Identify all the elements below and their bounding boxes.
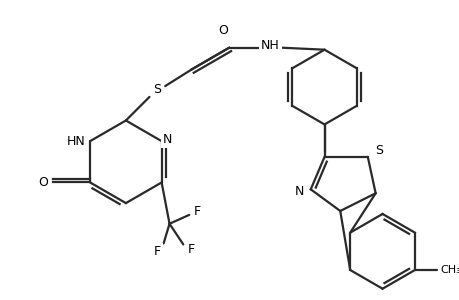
- Text: N: N: [162, 133, 172, 146]
- Text: S: S: [153, 82, 161, 95]
- Text: N: N: [294, 185, 303, 198]
- Text: O: O: [218, 23, 228, 37]
- Text: F: F: [154, 245, 161, 258]
- Text: S: S: [375, 145, 383, 158]
- Text: HN: HN: [67, 135, 85, 148]
- Text: O: O: [38, 176, 48, 189]
- Text: F: F: [193, 206, 200, 218]
- Text: NH: NH: [261, 39, 279, 52]
- Text: CH₃: CH₃: [439, 265, 459, 275]
- Text: F: F: [187, 243, 194, 256]
